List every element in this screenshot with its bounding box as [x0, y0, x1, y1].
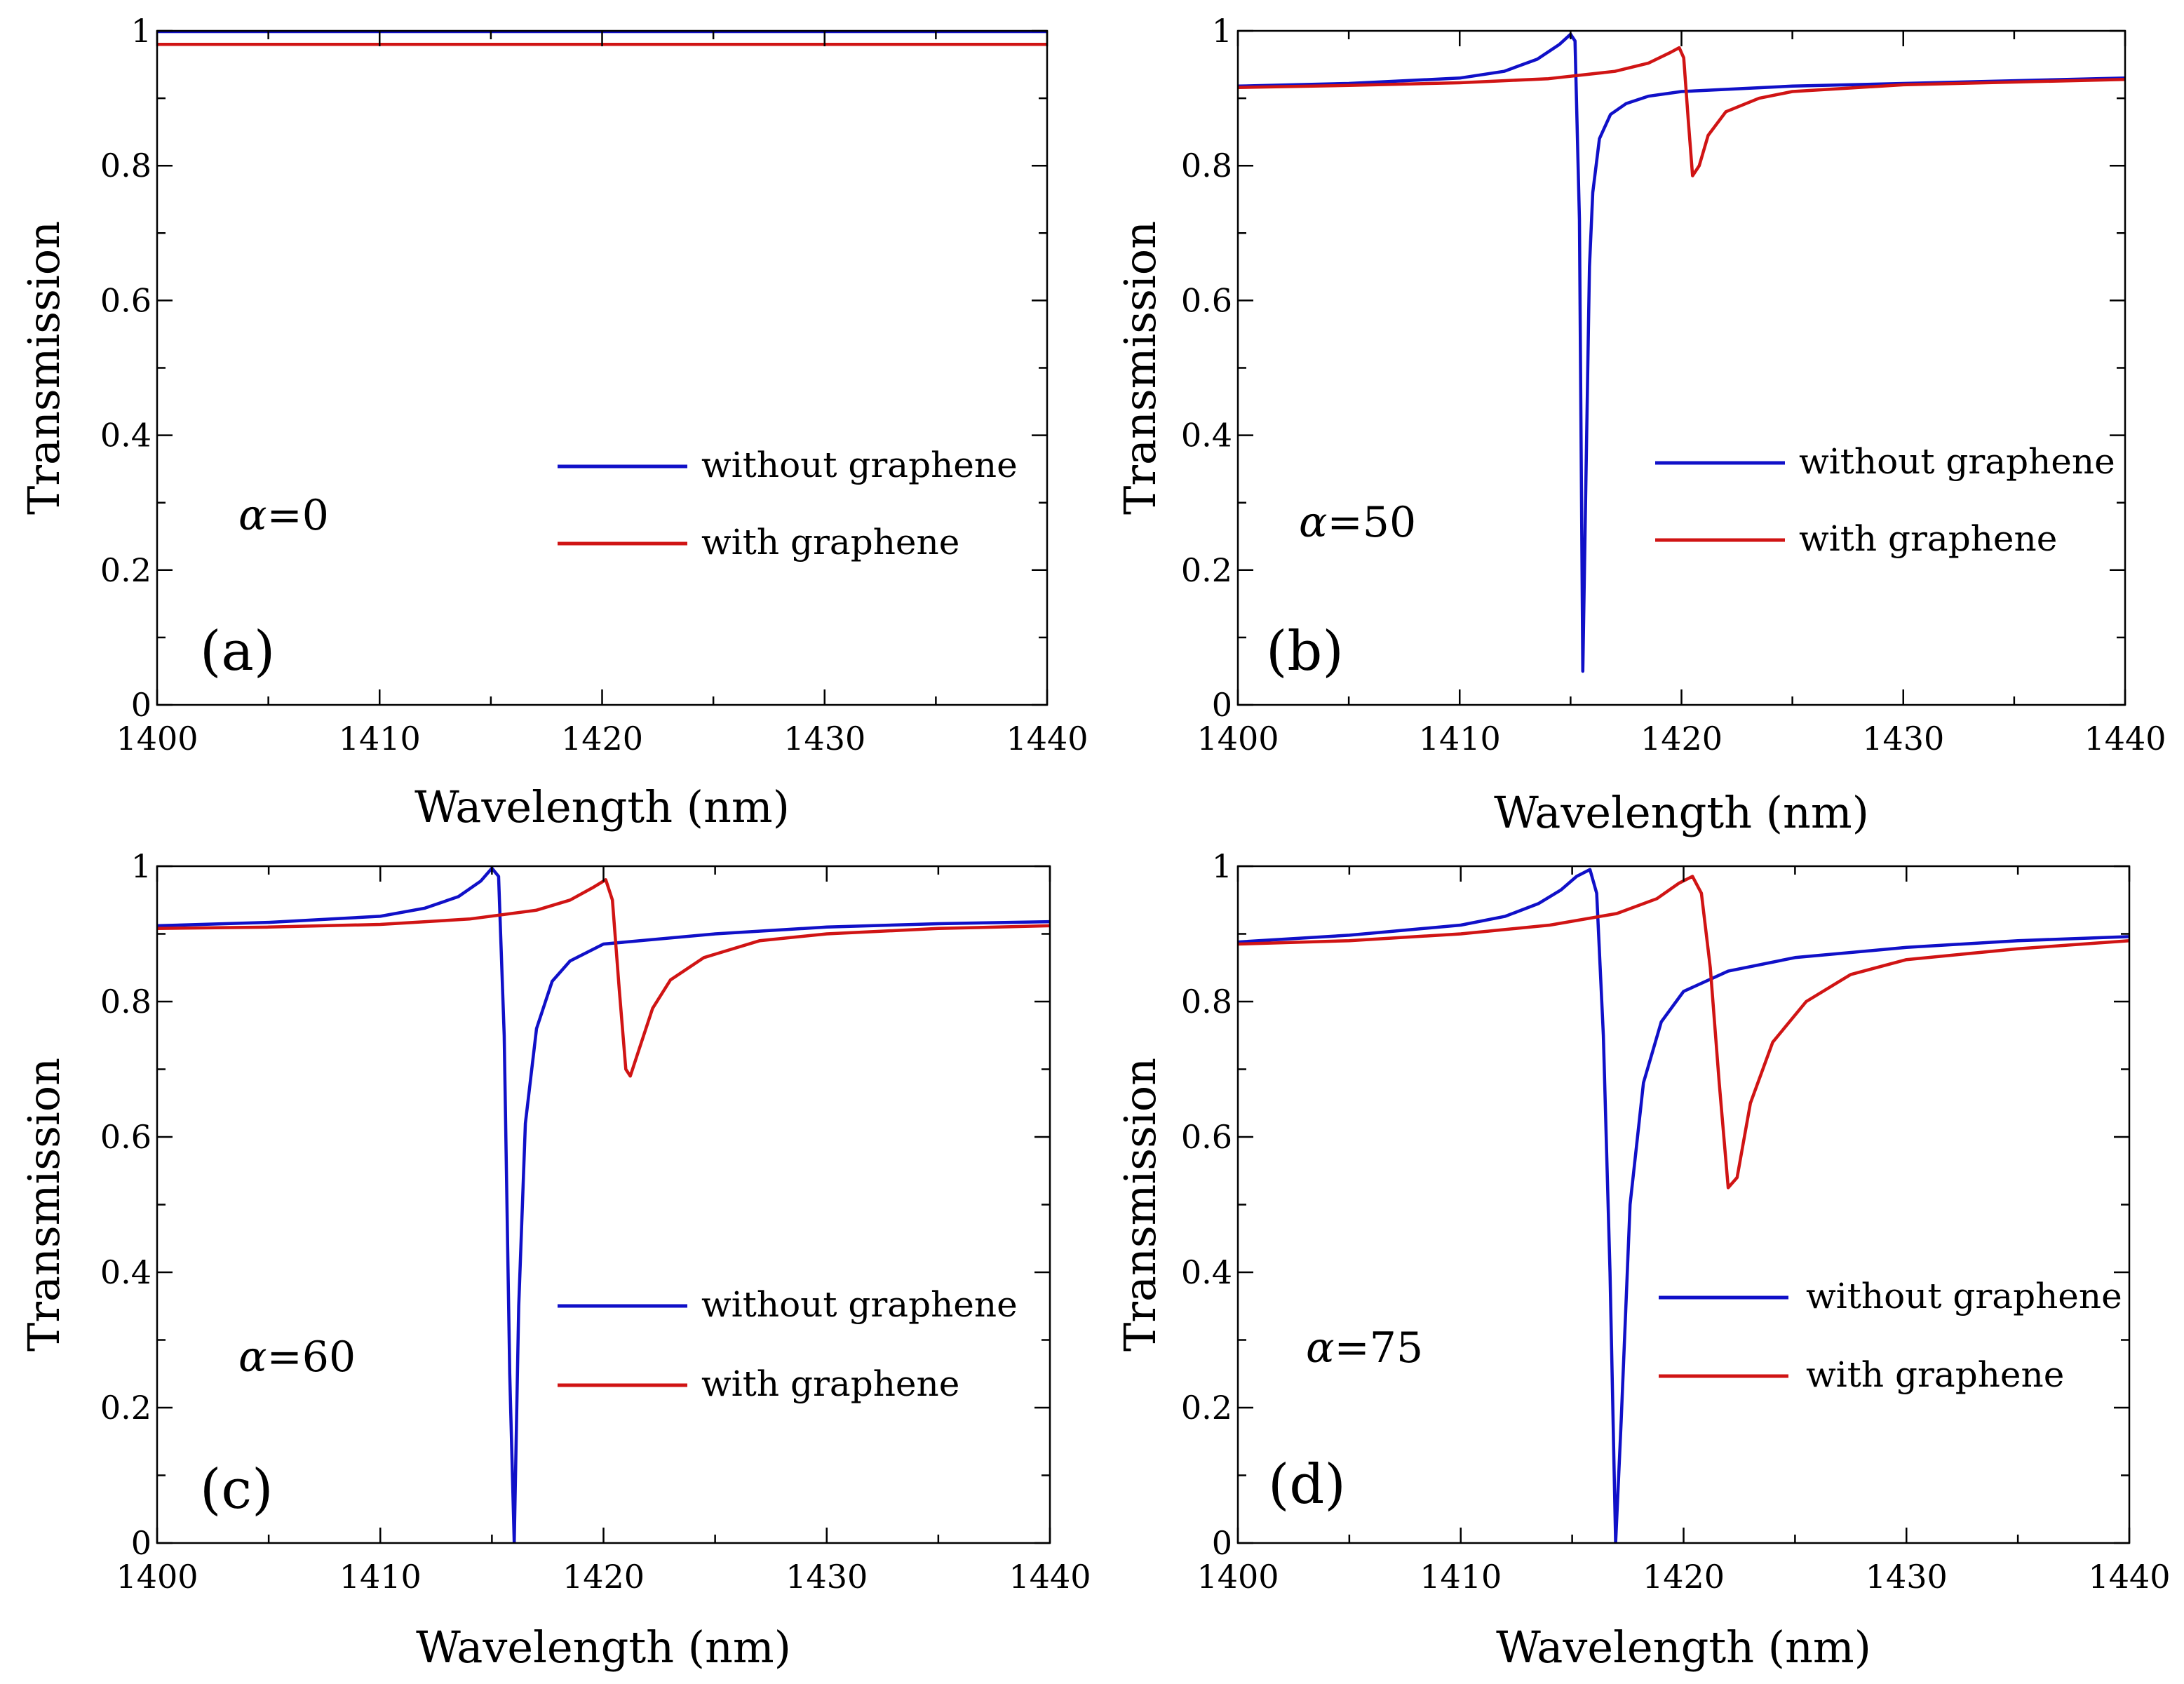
panel-d: 1400 1410 1420 1430 1440 0 0.2 0.4 0.6 0.8 1 Wavele… [1114, 847, 2171, 1673]
alpha-annotation-a: α=0 [238, 491, 329, 540]
x-tick-label-b: 1400 [1197, 720, 1279, 757]
series-line-without-graphene-b [1238, 32, 2125, 673]
legend-label-without-graphene: without graphene [701, 1284, 1018, 1325]
x-tick-label-a: 1400 [116, 720, 198, 757]
x-axis-title-a: Wavelength (nm) [414, 781, 790, 833]
x-tick-label-a: 1420 [561, 720, 643, 757]
x-axis-title-d: Wavelength (nm) [1496, 1622, 1871, 1673]
series-line-without-graphene-c [157, 866, 1050, 1543]
panel-label-a: (a) [200, 620, 275, 683]
y-tick-label-b: 0 [1212, 686, 1232, 724]
y-tick-label-c: 0 [131, 1524, 151, 1562]
y-tick-label-d: 0.2 [1181, 1389, 1232, 1427]
y-tick-label-d: 0 [1212, 1524, 1232, 1562]
legend-label-without-graphene: without graphene [701, 445, 1018, 485]
y-tick-label-b: 0.6 [1181, 281, 1232, 319]
y-axis-title-b: Transmission [1114, 221, 1166, 515]
alpha-annotation-c: α=60 [238, 1333, 356, 1382]
x-tick-label-d: 1430 [1866, 1558, 1948, 1596]
y-tick-label-c: 1 [131, 847, 151, 885]
panel-label-c: (c) [200, 1458, 274, 1521]
x-tick-label-d: 1420 [1643, 1558, 1725, 1596]
series-line-with-graphene-b [1238, 46, 2125, 177]
y-tick-label-d: 0.6 [1181, 1118, 1232, 1156]
series-line-without-graphene-d [1238, 868, 2129, 1543]
y-tick-label-b: 0.2 [1181, 551, 1232, 589]
y-tick-label-d: 1 [1212, 847, 1232, 885]
legend-label-without-graphene: without graphene [1806, 1276, 2122, 1316]
x-tick-label-a: 1440 [1006, 720, 1088, 757]
x-axis-title-c: Wavelength (nm) [416, 1622, 791, 1673]
x-tick-label-c: 1420 [562, 1558, 645, 1596]
legend-c: without graphene with graphene [558, 1284, 1018, 1404]
x-tick-label-c: 1400 [116, 1558, 198, 1596]
y-tick-label-a: 0.6 [100, 281, 151, 319]
panel-label-d: (d) [1268, 1453, 1346, 1516]
y-tick-label-a: 0 [131, 686, 151, 724]
legend-label-with-graphene: with graphene [701, 1363, 959, 1404]
x-axis-title-b: Wavelength (nm) [1494, 787, 1869, 838]
y-tick-label-c: 0.6 [100, 1118, 151, 1156]
panel-b: 1400 1410 1420 1430 1440 0 0.2 0.4 0.6 0.8 1 Wavele… [1114, 12, 2166, 838]
x-tick-label-b: 1420 [1640, 720, 1723, 757]
y-tick-label-c: 0.8 [100, 983, 151, 1020]
y-tick-label-b: 1 [1212, 12, 1232, 50]
series-line-with-graphene-d [1238, 875, 2129, 1190]
x-tick-label-a: 1410 [339, 720, 421, 757]
series-line-with-graphene-c [157, 878, 1050, 1078]
panel-a: 1400 1410 1420 1430 1440 0 0.2 0.4 0.6 0.8 1 Wavele… [18, 12, 1088, 833]
x-tick-label-b: 1430 [1862, 720, 1944, 757]
legend-label-with-graphene: with graphene [701, 522, 959, 563]
x-tick-label-d: 1440 [2088, 1558, 2170, 1596]
x-tick-label-c: 1410 [339, 1558, 422, 1596]
x-tick-label-b: 1440 [2084, 720, 2166, 757]
panel-label-b: (b) [1266, 620, 1344, 683]
alpha-annotation-d: α=75 [1306, 1323, 1423, 1373]
y-tick-label-b: 0.4 [1181, 417, 1232, 454]
y-tick-label-a: 1 [131, 12, 151, 50]
x-tick-label-d: 1400 [1197, 1558, 1279, 1596]
y-tick-label-d: 0.4 [1181, 1253, 1232, 1291]
y-axis-title-a: Transmission [18, 221, 69, 515]
legend-d: without graphene with graphene [1659, 1276, 2122, 1395]
x-tick-label-c: 1430 [786, 1558, 868, 1596]
y-tick-label-a: 0.8 [100, 147, 151, 184]
alpha-annotation-b: α=50 [1299, 498, 1416, 547]
legend-b: without graphene with graphene [1655, 441, 2115, 559]
legend-label-with-graphene: with graphene [1799, 518, 2057, 559]
y-axis-title-d: Transmission [1114, 1058, 1166, 1352]
legend-label-with-graphene: with graphene [1806, 1354, 2064, 1395]
x-tick-label-d: 1410 [1420, 1558, 1502, 1596]
y-tick-label-a: 0.2 [100, 551, 151, 589]
panel-c: 1400 1410 1420 1430 1440 0 0.2 0.4 0.6 0.8 1 Wavele… [18, 847, 1091, 1673]
y-tick-label-a: 0.4 [100, 417, 151, 454]
y-tick-label-b: 0.8 [1181, 147, 1232, 184]
y-tick-label-c: 0.2 [100, 1389, 151, 1427]
y-tick-label-d: 0.8 [1181, 983, 1232, 1020]
legend-a: without graphene with graphene [558, 445, 1018, 563]
legend-label-without-graphene: without graphene [1799, 441, 2115, 482]
x-tick-label-b: 1410 [1419, 720, 1501, 757]
y-tick-label-c: 0.4 [100, 1253, 151, 1291]
y-axis-title-c: Transmission [18, 1058, 69, 1352]
x-tick-label-c: 1440 [1009, 1558, 1091, 1596]
x-tick-label-a: 1430 [783, 720, 865, 757]
